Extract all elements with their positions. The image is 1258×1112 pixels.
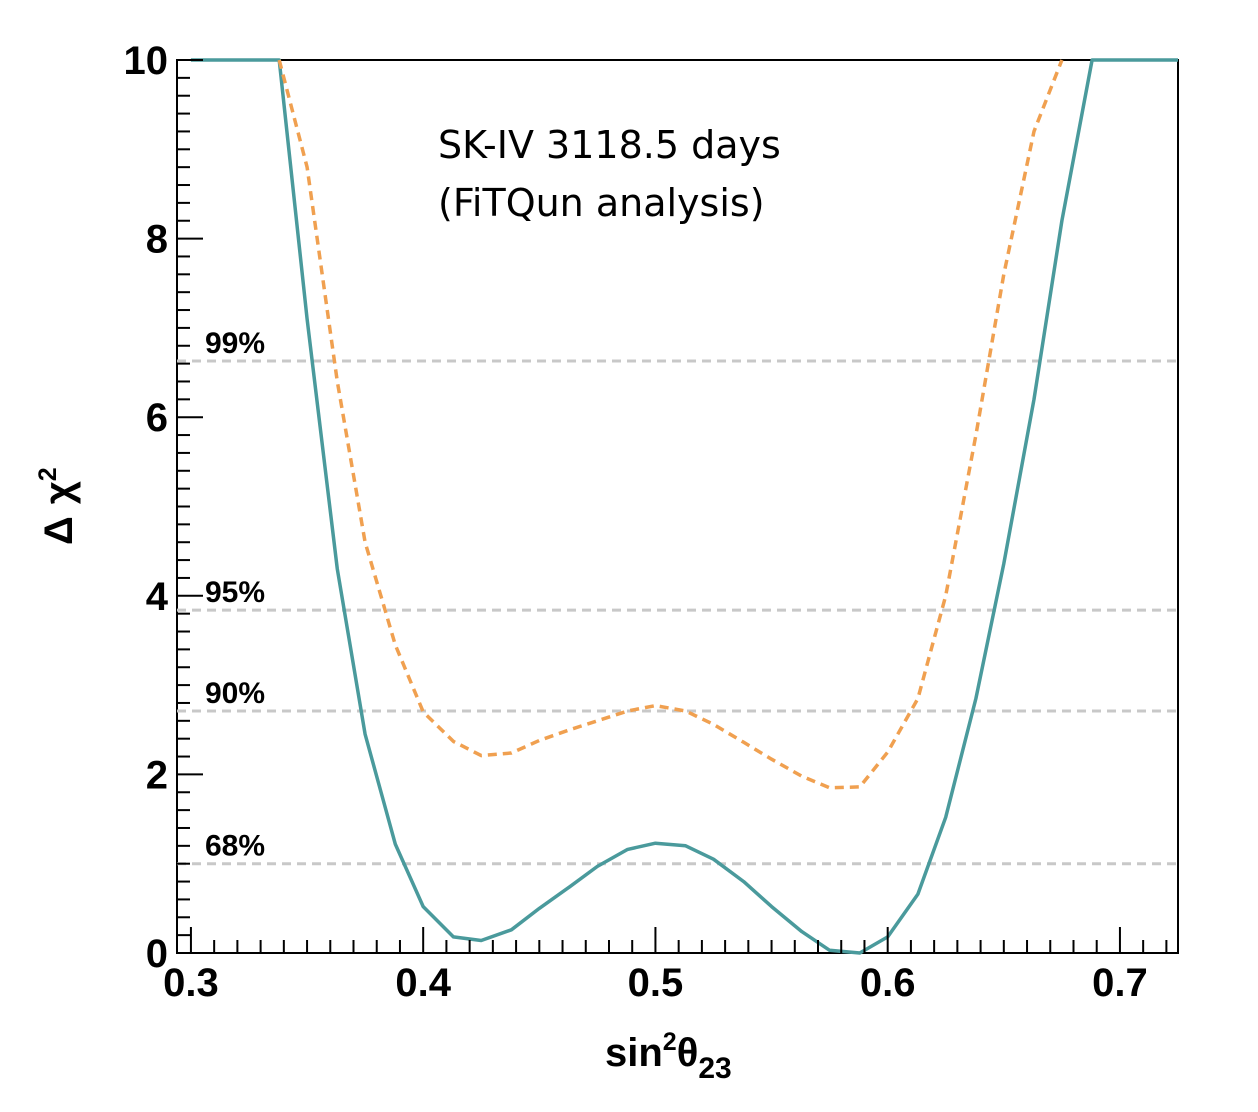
x-axis-title: sin2θ23 [605, 1028, 732, 1085]
y-tick-label: 0 [146, 932, 168, 976]
annotation-line-2: (FiTQun analysis) [438, 181, 765, 225]
y-axis-title: Δχ2 [34, 467, 81, 545]
series-solid-line [190, 58, 1178, 955]
cl-label-95pct: 95% [205, 576, 265, 609]
series-dashed-line [277, 59, 1064, 790]
x-tick-label: 0.7 [1092, 961, 1148, 1005]
y-tick-label: 6 [146, 396, 168, 440]
confidence-level-lines: 99% 95% 90% 68% [177, 327, 1178, 866]
x-tick-label: 0.3 [163, 961, 219, 1005]
series-layer [190, 58, 1178, 955]
cl-label-90pct: 90% [205, 677, 265, 710]
y-tick-label: 2 [146, 753, 168, 797]
cl-label-68pct: 68% [205, 830, 265, 863]
cl-label-99pct: 99% [205, 327, 265, 360]
y-tick-label: 4 [146, 575, 169, 619]
y-tick-label: 10 [124, 39, 169, 83]
x-tick-label: 0.5 [628, 961, 684, 1005]
axis-ticks [177, 59, 1168, 954]
plot-frame [176, 59, 1179, 954]
x-tick-label: 0.4 [395, 961, 451, 1005]
y-tick-label: 8 [146, 218, 168, 262]
x-tick-label: 0.6 [860, 961, 916, 1005]
annotation-line-1: SK-IV 3118.5 days [438, 123, 781, 167]
tick-labels: 0.3 0.4 0.5 0.6 0.7 0 2 4 6 8 10 [124, 39, 1148, 1005]
